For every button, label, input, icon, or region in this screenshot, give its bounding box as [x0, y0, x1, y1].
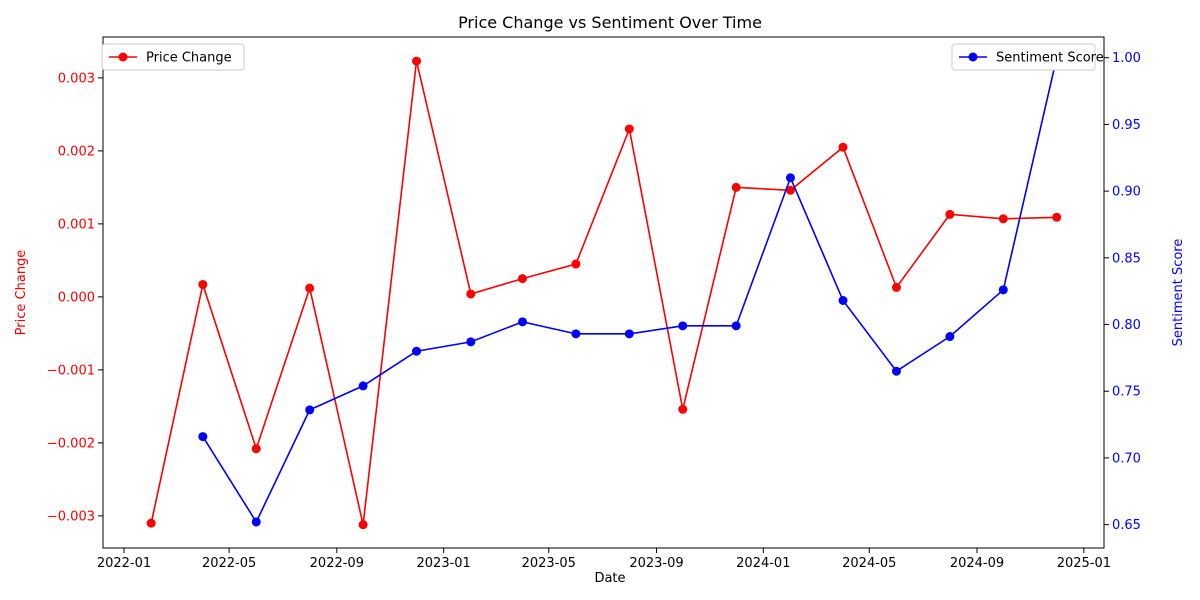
- legend-box: [951, 43, 1096, 71]
- data-point-sentiment-score: [198, 432, 208, 442]
- data-point-price-change: [571, 259, 581, 269]
- legend-label-sentiment-score: Sentiment Score: [996, 51, 1104, 66]
- right-y-tick-label: 0.80: [1112, 318, 1141, 333]
- right-y-tick-label: 1.00: [1112, 51, 1141, 66]
- left-y-tick-label: −0.002: [47, 436, 95, 451]
- legend-marker-price-change: [118, 52, 128, 62]
- data-point-price-change: [251, 444, 261, 454]
- data-point-price-change: [891, 282, 901, 292]
- data-point-price-change: [358, 520, 368, 530]
- data-point-sentiment-score: [251, 517, 261, 527]
- legend-sentiment-score: Sentiment Score: [951, 43, 1104, 71]
- data-point-price-change: [517, 274, 527, 284]
- x-tick-label: 2023-01: [417, 556, 471, 571]
- data-point-sentiment-score: [678, 321, 688, 331]
- legend-label-price-change: Price Change: [146, 51, 232, 66]
- data-point-price-change: [998, 214, 1008, 224]
- left-y-axis: −0.003 −0.002 −0.001 0.000 0.001 0.002 0.003: [47, 71, 103, 524]
- legend-price-change: Price Change: [101, 43, 245, 71]
- data-point-price-change: [624, 124, 634, 134]
- data-point-sentiment-score: [945, 332, 955, 342]
- data-point-sentiment-score: [305, 405, 315, 415]
- legend-box: [101, 43, 245, 71]
- chart-title: Price Change vs Sentiment Over Time: [458, 13, 762, 32]
- right-y-axis: 0.65 0.70 0.75 0.80 0.85 0.90 0.95 1.00: [1104, 51, 1141, 533]
- left-y-tick-label: 0.003: [58, 71, 95, 86]
- x-tick-label: 2022-05: [202, 556, 256, 571]
- series-line-price-change: [150, 60, 1057, 525]
- series-layer: [146, 53, 1062, 530]
- data-point-price-change: [838, 142, 848, 152]
- data-point-price-change: [305, 283, 315, 293]
- data-point-sentiment-score: [412, 346, 422, 356]
- right-y-tick-label: 0.95: [1112, 118, 1141, 133]
- left-y-tick-label: −0.001: [47, 363, 95, 378]
- data-point-price-change: [146, 518, 156, 528]
- data-point-price-change: [731, 182, 741, 192]
- data-point-price-change: [945, 209, 955, 219]
- data-point-sentiment-score: [571, 329, 581, 339]
- x-tick-label: 2024-09: [950, 556, 1004, 571]
- data-point-sentiment-score: [358, 381, 368, 391]
- left-y-tick-label: −0.003: [47, 509, 95, 524]
- data-point-sentiment-score: [998, 285, 1008, 295]
- data-point-sentiment-score: [838, 296, 848, 306]
- data-point-sentiment-score: [891, 366, 901, 376]
- x-tick-label: 2024-01: [736, 556, 790, 571]
- data-point-price-change: [785, 185, 795, 195]
- left-y-tick-label: 0.000: [58, 290, 95, 305]
- right-y-tick-label: 0.65: [1112, 518, 1141, 533]
- right-y-axis-title: Sentiment Score: [1171, 239, 1186, 347]
- x-tick-label: 2025-01: [1057, 556, 1111, 571]
- left-y-axis-title: Price Change: [14, 250, 29, 336]
- right-y-tick-label: 0.70: [1112, 451, 1141, 466]
- x-tick-label: 2024-05: [842, 556, 896, 571]
- x-tick-label: 2022-01: [97, 556, 151, 571]
- plot-frame: [102, 36, 1105, 549]
- x-tick-label: 2022-09: [310, 556, 364, 571]
- right-y-tick-label: 0.85: [1112, 251, 1141, 266]
- right-y-tick-label: 0.90: [1112, 185, 1141, 200]
- data-point-price-change: [198, 279, 208, 289]
- data-point-sentiment-score: [785, 173, 795, 183]
- left-y-tick-label: 0.001: [58, 217, 95, 232]
- data-point-sentiment-score: [466, 337, 476, 347]
- x-axis: 2022-01 2022-05 2022-09 2023-01 2023-05 2023-…: [97, 548, 1111, 571]
- legend-marker-sentiment-score: [968, 52, 978, 62]
- data-point-sentiment-score: [517, 317, 527, 327]
- data-point-price-change: [678, 404, 688, 414]
- x-axis-title: Date: [594, 571, 625, 586]
- data-point-price-change: [412, 56, 422, 66]
- x-tick-label: 2023-05: [522, 556, 576, 571]
- right-y-tick-label: 0.75: [1112, 385, 1141, 400]
- data-point-price-change: [466, 289, 476, 299]
- data-point-price-change: [1052, 212, 1062, 222]
- left-y-tick-label: 0.002: [58, 144, 95, 159]
- data-point-sentiment-score: [624, 329, 634, 339]
- x-tick-label: 2023-09: [629, 556, 683, 571]
- data-point-sentiment-score: [731, 321, 741, 331]
